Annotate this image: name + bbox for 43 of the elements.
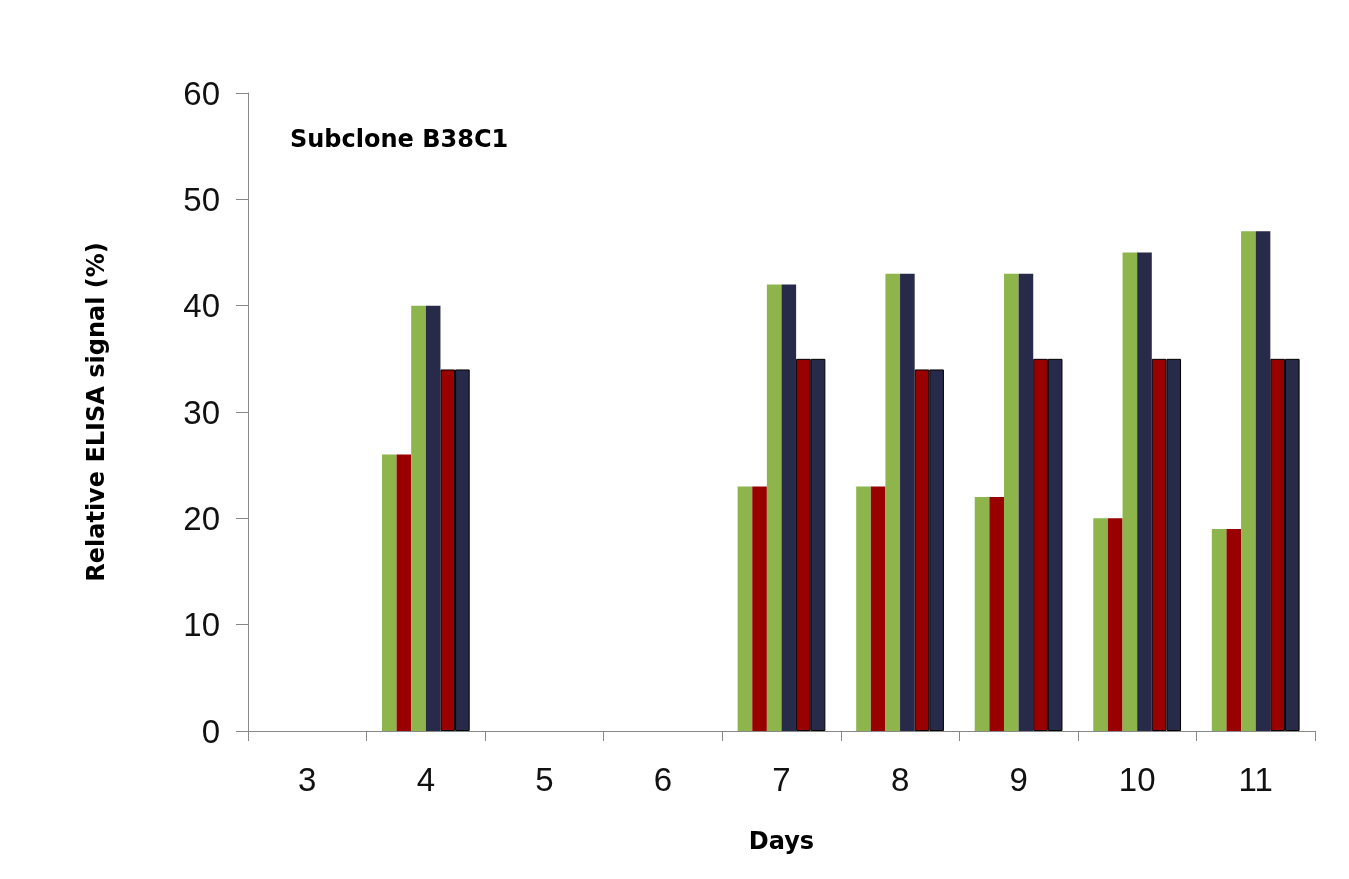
x-tick-label: 11 (1238, 761, 1273, 798)
y-tick-label: 30 (183, 393, 220, 431)
bar (989, 497, 1004, 731)
bar (856, 486, 871, 731)
x-tick-label: 5 (535, 761, 554, 798)
bar (381, 454, 397, 731)
bar (870, 486, 886, 731)
bar (1226, 528, 1242, 731)
bar (1107, 518, 1123, 731)
y-tick-label: 40 (183, 287, 220, 325)
bar (411, 305, 426, 731)
x-tick-label: 8 (890, 761, 910, 798)
bar (425, 305, 441, 731)
bar (752, 486, 767, 731)
y-tick-label: 20 (183, 499, 220, 537)
bar (1003, 273, 1019, 731)
bar (396, 454, 412, 731)
y-tick-label: 60 (183, 74, 220, 112)
x-tick-label: 3 (298, 761, 317, 798)
bar (974, 497, 990, 731)
y-tick-label: 10 (183, 606, 220, 644)
bar (766, 284, 782, 731)
x-axis-title: Days (748, 827, 815, 855)
x-tick-label: 4 (416, 761, 436, 798)
x-tick-label: 9 (1009, 761, 1028, 798)
bar (1255, 231, 1271, 731)
bar (737, 486, 753, 731)
y-axis-title: Relative ELISA signal (%) (82, 242, 110, 582)
bar (1211, 528, 1227, 731)
x-tick-label: 10 (1118, 761, 1156, 798)
bar (900, 273, 915, 731)
text: Subclone B38C1 (290, 125, 509, 153)
bar (781, 284, 797, 731)
y-tick-label: 50 (183, 180, 220, 218)
bar (1122, 252, 1138, 731)
y-tick-label: 0 (201, 712, 220, 750)
bar (1093, 518, 1108, 731)
bar (1137, 252, 1152, 731)
x-tick-label: 7 (772, 761, 791, 798)
x-tick-label: 6 (653, 761, 673, 798)
bar (885, 273, 901, 731)
bar (1018, 273, 1034, 731)
bar (1241, 231, 1256, 731)
